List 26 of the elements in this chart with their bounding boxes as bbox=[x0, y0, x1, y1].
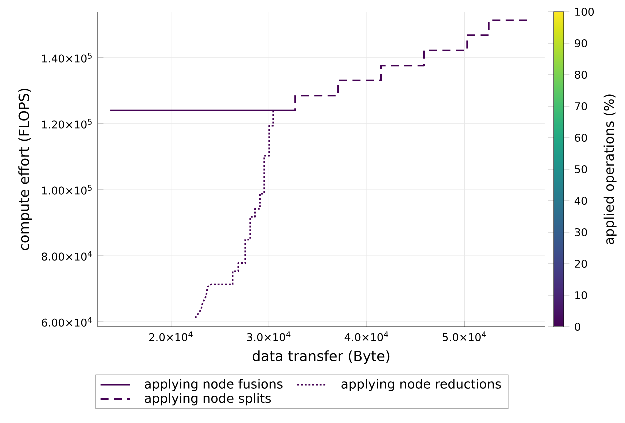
x-axis-title: data transfer (Byte) bbox=[252, 350, 390, 364]
y-tick-label: 1.20×10$^{5}$ bbox=[42, 119, 92, 129]
legend-label: applying node splits bbox=[145, 393, 272, 406]
color-bar-label: 100 bbox=[576, 8, 594, 16]
x-tick-label: 3.0×10$^{4}$ bbox=[247, 332, 291, 342]
y-tick-label: 1.00×10$^{5}$ bbox=[42, 185, 92, 195]
legend-label: applying node reductions bbox=[342, 379, 502, 392]
color-bar-label: 30 bbox=[575, 228, 588, 237]
legend-label: applying node fusions bbox=[145, 379, 283, 392]
color-bar-title: applied operations (%) bbox=[604, 94, 617, 245]
color-bar-label: 80 bbox=[575, 70, 588, 80]
y-tick-label: 8.00×10$^{4}$ bbox=[42, 251, 92, 261]
x-tick-label: 4.0×10$^{4}$ bbox=[344, 332, 388, 342]
color-bar-label: 0 bbox=[575, 322, 580, 332]
x-tick-label: 5.0×10$^{4}$ bbox=[442, 332, 486, 342]
color-bar-label: 20 bbox=[575, 260, 588, 268]
color-bar-label: 10 bbox=[576, 291, 588, 300]
color-bar-label: 60 bbox=[575, 134, 588, 142]
color-bar-label: 50 bbox=[575, 165, 588, 174]
y-tick-label: 1.40×10$^{5}$ bbox=[42, 53, 92, 63]
y-tick-label: 6.00×10$^{4}$ bbox=[42, 317, 92, 327]
x-tick-label: 2.0×10$^{4}$ bbox=[150, 332, 193, 342]
color-bar-label: 90 bbox=[575, 39, 588, 48]
color-bar-label: 40 bbox=[574, 196, 588, 206]
y-axis-title: compute effort (FLOPS) bbox=[18, 89, 32, 250]
color-bar-label: 70 bbox=[575, 102, 588, 111]
